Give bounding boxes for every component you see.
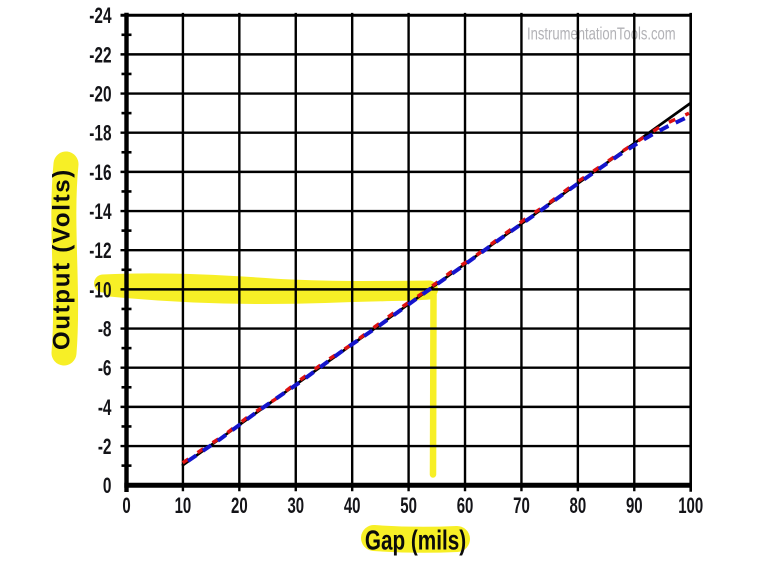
svg-text:-6: -6 bbox=[98, 357, 112, 381]
svg-text:-10: -10 bbox=[89, 279, 111, 303]
svg-text:30: 30 bbox=[287, 493, 304, 518]
svg-text:-22: -22 bbox=[89, 44, 111, 68]
svg-text:-12: -12 bbox=[89, 240, 111, 264]
svg-text:90: 90 bbox=[626, 493, 643, 518]
svg-text:-16: -16 bbox=[89, 161, 111, 185]
svg-text:60: 60 bbox=[457, 493, 474, 518]
svg-text:80: 80 bbox=[570, 493, 587, 518]
svg-text:-2: -2 bbox=[98, 435, 112, 459]
svg-text:InstrumentationTools.com: InstrumentationTools.com bbox=[527, 25, 676, 44]
svg-text:50: 50 bbox=[400, 493, 417, 518]
svg-text:Output (Volts): Output (Volts) bbox=[49, 168, 76, 350]
svg-text:-14: -14 bbox=[89, 200, 112, 224]
svg-text:0: 0 bbox=[103, 475, 112, 499]
svg-text:Gap (mils): Gap (mils) bbox=[365, 526, 466, 557]
svg-text:20: 20 bbox=[231, 493, 248, 518]
svg-text:10: 10 bbox=[175, 493, 192, 518]
svg-text:100: 100 bbox=[678, 493, 703, 518]
svg-text:-8: -8 bbox=[98, 318, 112, 342]
svg-text:-20: -20 bbox=[89, 83, 111, 107]
svg-text:-4: -4 bbox=[98, 396, 112, 420]
svg-text:70: 70 bbox=[513, 493, 530, 518]
svg-text:0: 0 bbox=[122, 493, 130, 518]
svg-text:-18: -18 bbox=[89, 122, 111, 146]
svg-text:40: 40 bbox=[344, 493, 361, 518]
svg-text:-24: -24 bbox=[89, 5, 112, 29]
